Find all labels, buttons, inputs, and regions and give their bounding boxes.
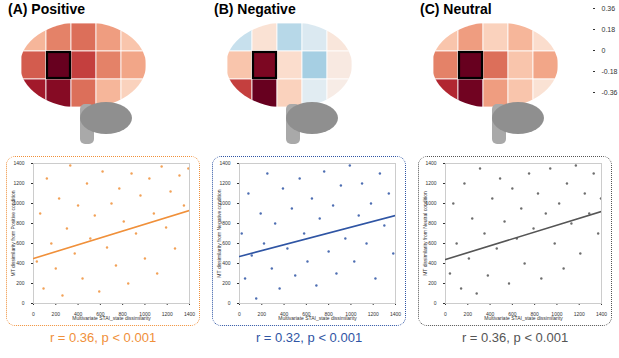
svg-text:MT dissimilarity from Negative: MT dissimilarity from Negative condition [216, 189, 222, 277]
svg-text:MT dissimilarity from Positive: MT dissimilarity from Positive condition [10, 190, 16, 276]
svg-text:600: 600 [222, 240, 231, 246]
html-text:r = 0.36, p < 0.001: r = 0.36, p < 0.001 [461, 330, 569, 345]
svg-text:200: 200 [16, 280, 25, 286]
svg-text:400: 400 [428, 260, 437, 266]
svg-text:800: 800 [428, 220, 437, 226]
svg-text:1000: 1000 [13, 200, 25, 207]
svg-text:1000: 1000 [425, 200, 437, 207]
svg-text:1400: 1400 [219, 160, 230, 166]
svg-text:1400: 1400 [390, 311, 401, 317]
svg-text:0: 0 [434, 300, 437, 306]
svg-text:1200: 1200 [574, 311, 585, 317]
svg-text:1400: 1400 [425, 160, 436, 166]
svg-text:200: 200 [258, 311, 267, 317]
svg-text:800: 800 [222, 220, 231, 226]
svg-text:1200: 1200 [368, 311, 379, 317]
svg-text:Multivariate STAI_state dissim: Multivariate STAI_state dissimilarity [278, 315, 357, 321]
svg-text:600: 600 [16, 240, 25, 246]
svg-text:200: 200 [464, 311, 473, 317]
svg-text:0: 0 [238, 311, 241, 317]
html-text:(B) Negative: (B) Negative [214, 1, 296, 17]
svg-text:200: 200 [222, 280, 231, 286]
svg-text:Multivariate STAI_state dissim: Multivariate STAI_state dissimilarity [72, 315, 151, 321]
svg-text:0: 0 [602, 47, 606, 54]
svg-text:1400: 1400 [596, 311, 607, 317]
svg-text:1200: 1200 [13, 180, 24, 186]
svg-text:-0.18: -0.18 [602, 68, 618, 75]
svg-text:Multivariate STAI_state dissim: Multivariate STAI_state dissimilarity [484, 315, 563, 321]
svg-text:MT dissimilarity from Neutral: MT dissimilarity from Neutral condition [422, 191, 428, 276]
svg-text:0: 0 [444, 311, 447, 317]
svg-text:-0.36: -0.36 [602, 89, 618, 96]
html-text:r = 0.36, p < 0.001: r = 0.36, p < 0.001 [49, 330, 157, 345]
svg-text:200: 200 [52, 311, 61, 317]
html-text:(A) Positive: (A) Positive [8, 1, 85, 17]
svg-text:200: 200 [428, 280, 437, 286]
html-text:r = 0.32, p < 0.001: r = 0.32, p < 0.001 [255, 330, 363, 345]
svg-text:400: 400 [222, 260, 231, 266]
svg-text:0.36: 0.36 [602, 5, 616, 12]
svg-text:1400: 1400 [184, 311, 195, 317]
svg-text:0: 0 [32, 311, 35, 317]
svg-text:1200: 1200 [425, 180, 436, 186]
svg-text:1200: 1200 [162, 311, 173, 317]
svg-text:0: 0 [22, 300, 25, 306]
svg-text:0.18: 0.18 [602, 26, 616, 33]
svg-text:1400: 1400 [13, 160, 24, 166]
svg-text:1000: 1000 [219, 200, 231, 207]
svg-text:0: 0 [228, 300, 231, 306]
html-text:(C) Neutral: (C) Neutral [420, 1, 492, 17]
svg-text:800: 800 [16, 220, 25, 226]
svg-text:600: 600 [428, 240, 437, 246]
svg-text:1200: 1200 [219, 180, 230, 186]
svg-text:400: 400 [16, 260, 25, 266]
